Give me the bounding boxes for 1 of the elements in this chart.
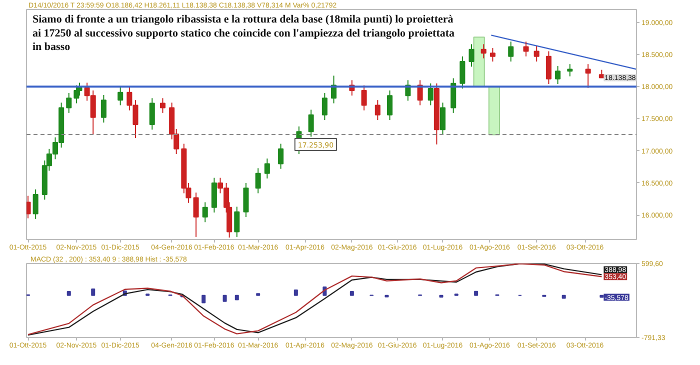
text: Siamo di fronte a un triangolo ribassista e la rottura dela base (18mila punti) lo proietterà ai 17250 al successivo supporto statico che coincide con l'ampiezza del triangolo proiettata in basso bbox=[32, 14, 456, 54]
